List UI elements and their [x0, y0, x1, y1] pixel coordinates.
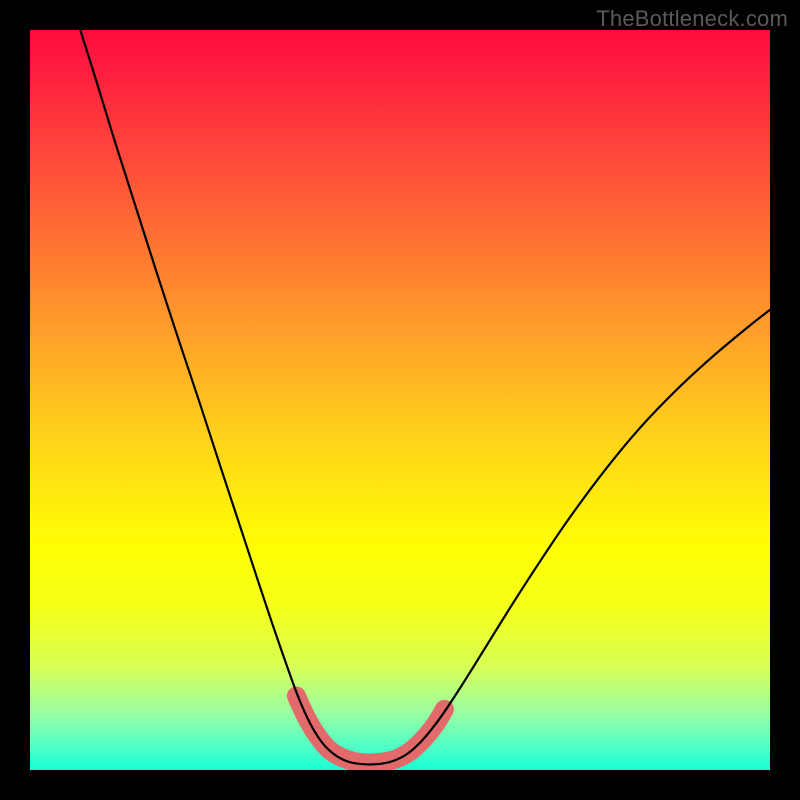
plot-area	[30, 30, 770, 770]
watermark-text: TheBottleneck.com	[596, 6, 788, 32]
chart-svg	[30, 30, 770, 770]
chart-frame: TheBottleneck.com	[0, 0, 800, 800]
gradient-background	[30, 30, 770, 770]
